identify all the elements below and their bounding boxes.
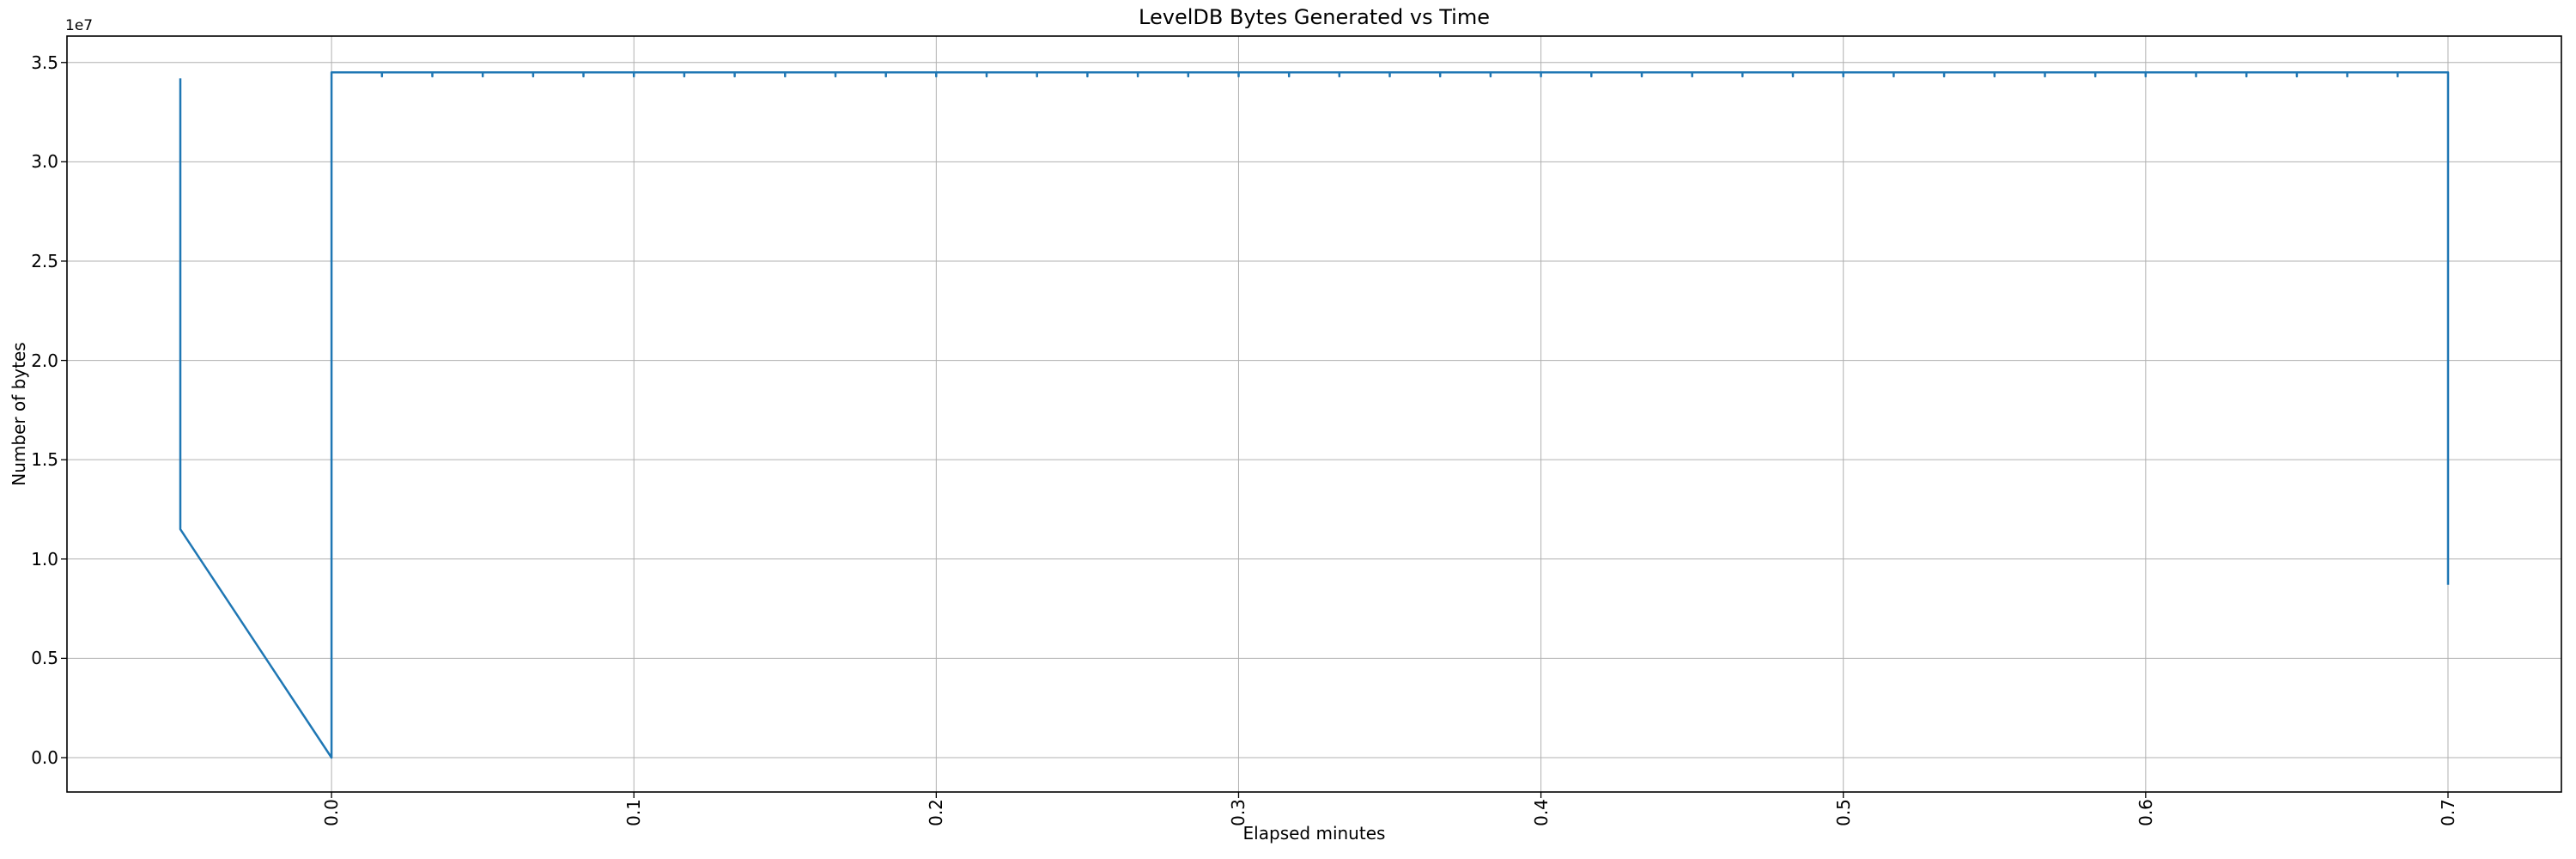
x-tick-label: 0.7: [2437, 799, 2458, 826]
x-tick-label: 0.0: [321, 799, 343, 826]
y-tick-label: 3.5: [31, 52, 58, 73]
y-tick-label: 1.5: [31, 449, 58, 471]
y-tick-label: 1.0: [31, 548, 58, 570]
y-tick-label: 2.0: [31, 350, 58, 371]
x-tick-label: 0.4: [1530, 799, 1552, 826]
x-tick-label: 0.5: [1832, 799, 1854, 826]
y-tick-label: 0.5: [31, 648, 58, 669]
chart-title: LevelDB Bytes Generated vs Time: [1139, 5, 1490, 29]
y-tick-label: 3.0: [31, 151, 58, 173]
y-tick-label: 0.0: [31, 747, 58, 768]
plot-border: [66, 35, 2562, 793]
x-tick-label: 0.1: [623, 799, 645, 826]
x-tick-label: 0.6: [2135, 799, 2156, 826]
x-tick-label: 0.2: [926, 799, 947, 826]
x-axis-label: Elapsed minutes: [1242, 823, 1386, 844]
x-tick-label: 0.3: [1228, 799, 1249, 826]
y-tick-label: 2.5: [31, 250, 58, 271]
y-axis-offset-text: 1e7: [65, 17, 94, 34]
data-line: [179, 71, 2450, 759]
